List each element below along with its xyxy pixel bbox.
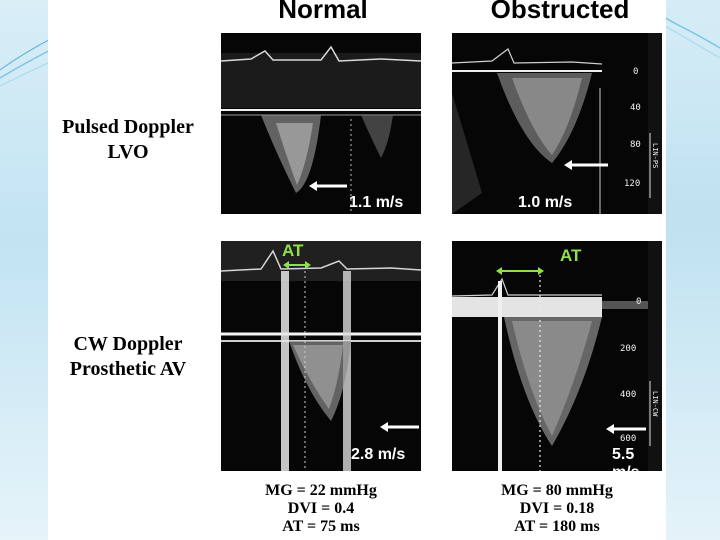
scale-tick: 80 [630, 140, 641, 150]
acceleration-time-label: AT [282, 241, 304, 260]
row-label-line1: CW Doppler [73, 333, 183, 355]
dvi-value: DVI = 0.4 [287, 500, 355, 517]
right-decorative-band [666, 0, 720, 540]
left-decorative-band [0, 0, 48, 540]
scale-tick: 400 [620, 390, 637, 400]
scale-tick: 120 [624, 179, 641, 189]
scale-tick: 40 [630, 103, 641, 113]
stats-obstructed: MG = 80 mmHg DVI = 0.18 AT = 180 ms [452, 482, 662, 536]
scale-tick: 200 [620, 344, 637, 354]
doppler-panel-cw-normal: AT 2.8 m/s [221, 241, 421, 471]
acceleration-time-value: AT = 180 ms [514, 518, 600, 535]
column-heading-normal: Normal [278, 0, 368, 24]
velocity-label: 1.1 m/s [349, 194, 404, 211]
scale-tick: 0 [633, 67, 639, 77]
doppler-panel-pw-obstructed: 0 40 80 120 LIN-PS 1.0 m/s [452, 33, 662, 214]
scale-side-label: LIN-CW [651, 391, 659, 417]
mean-gradient-value: MG = 22 mmHg [265, 482, 377, 499]
scale-side-label: LIN-PS [651, 143, 659, 169]
row-label-line2: LVO [107, 141, 149, 163]
velocity-label: 5.5 m/s [612, 446, 640, 471]
doppler-trace-pw-normal [221, 33, 421, 214]
acceleration-time-value: AT = 75 ms [282, 518, 360, 535]
row-label-line2: Prosthetic AV [69, 358, 187, 380]
doppler-trace-cw-obstructed [452, 241, 662, 471]
velocity-label: 1.0 m/s [518, 194, 573, 211]
acceleration-time-label: AT [560, 246, 582, 265]
mean-gradient-value: MG = 80 mmHg [501, 482, 613, 499]
doppler-trace-pw-obstructed [452, 33, 662, 214]
slide-content: Normal Obstructed Pulsed Doppler LVO CW … [48, 0, 666, 540]
doppler-panel-pw-normal: 1.1 m/s [221, 33, 421, 214]
stats-normal: MG = 22 mmHg DVI = 0.4 AT = 75 ms [221, 482, 421, 536]
doppler-trace-cw-normal [221, 241, 421, 471]
column-heading-obstructed: Obstructed [490, 0, 630, 24]
scale-tick: 600 [620, 434, 637, 444]
scale-tick: 0 [636, 297, 642, 307]
velocity-label: 2.8 m/s [351, 446, 406, 463]
row-label-pulsed-doppler: Pulsed Doppler LVO [48, 115, 208, 165]
doppler-panel-cw-obstructed: AT 0 200 400 600 LIN-CW 5.5 m/s [452, 241, 662, 471]
dvi-value: DVI = 0.18 [519, 500, 595, 517]
row-label-cw-doppler: CW Doppler Prosthetic AV [48, 332, 208, 382]
row-label-line1: Pulsed Doppler [62, 116, 194, 138]
